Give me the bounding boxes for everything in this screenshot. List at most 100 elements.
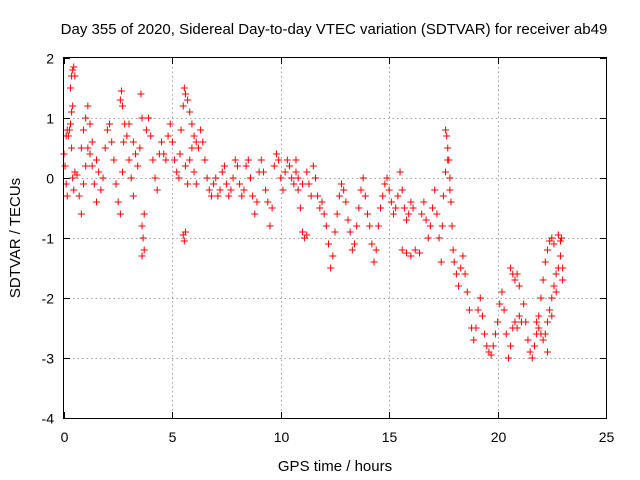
data-point: [75, 192, 83, 200]
data-point: [366, 222, 374, 230]
data-point: [227, 186, 235, 194]
data-point: [463, 288, 471, 296]
data-point: [192, 138, 200, 146]
data-point: [233, 162, 241, 170]
data-point: [149, 156, 157, 164]
data-point: [543, 318, 551, 326]
data-point: [283, 156, 291, 164]
data-point: [368, 240, 376, 248]
data-point: [407, 198, 415, 206]
data-point: [240, 186, 248, 194]
data-point: [392, 204, 400, 212]
data-point: [181, 228, 189, 236]
data-point: [530, 342, 538, 350]
data-point: [181, 90, 189, 98]
data-point: [140, 246, 148, 254]
data-point: [374, 222, 382, 230]
data-point: [203, 174, 211, 182]
data-point: [285, 162, 293, 170]
data-point: [70, 63, 78, 71]
data-point: [548, 234, 556, 242]
data-point: [69, 102, 77, 110]
x-tick-label: 15: [382, 429, 398, 445]
data-point: [429, 204, 437, 212]
data-point: [106, 120, 114, 128]
data-point: [140, 210, 148, 218]
data-point: [268, 204, 276, 212]
data-point: [119, 102, 127, 110]
data-point: [77, 210, 85, 218]
data-point: [324, 240, 332, 248]
data-point: [153, 186, 161, 194]
x-tick-label: 0: [61, 429, 69, 445]
data-point: [443, 132, 451, 140]
data-point: [147, 132, 155, 140]
data-point: [210, 180, 218, 188]
data-point: [515, 312, 523, 320]
data-point: [465, 306, 473, 314]
data-point: [93, 198, 101, 206]
data-point: [125, 156, 133, 164]
data-point: [145, 114, 153, 122]
data-point: [548, 294, 556, 302]
data-point: [558, 234, 566, 242]
data-point: [249, 192, 257, 200]
data-point: [351, 240, 359, 248]
data-point: [231, 156, 239, 164]
data-point: [298, 180, 306, 188]
data-point: [550, 282, 558, 290]
data-point: [238, 192, 246, 200]
data-point: [134, 162, 142, 170]
data-point: [180, 237, 188, 245]
data-point: [338, 180, 346, 188]
data-point: [246, 174, 254, 182]
data-point: [446, 174, 454, 182]
data-point: [329, 252, 337, 260]
data-point: [290, 180, 298, 188]
data-point: [442, 168, 450, 176]
data-point: [80, 126, 88, 134]
data-point: [212, 174, 220, 182]
data-point: [138, 222, 146, 230]
data-point: [398, 186, 406, 194]
data-point: [511, 276, 519, 284]
data-point: [307, 192, 315, 200]
data-point: [108, 138, 116, 146]
data-point: [416, 249, 424, 257]
data-point: [394, 192, 402, 200]
data-point: [223, 180, 231, 188]
data-point: [439, 192, 447, 200]
data-point: [158, 138, 166, 146]
data-point: [333, 210, 341, 218]
data-point: [275, 156, 283, 164]
data-point: [472, 324, 480, 332]
data-point: [498, 288, 506, 296]
data-point: [68, 144, 76, 152]
data-point: [180, 84, 188, 92]
data-point: [116, 210, 124, 218]
data-point: [138, 252, 146, 260]
data-point: [207, 192, 215, 200]
data-point: [173, 168, 181, 176]
data-point: [296, 204, 304, 212]
data-point: [63, 192, 71, 200]
data-point: [487, 351, 495, 359]
data-point: [186, 108, 194, 116]
data-point: [396, 168, 404, 176]
data-point: [103, 126, 111, 134]
data-point: [69, 174, 77, 182]
data-point: [559, 264, 567, 272]
data-point: [201, 156, 209, 164]
data-point: [129, 138, 137, 146]
data-point: [303, 168, 311, 176]
data-point: [80, 180, 88, 188]
data-point: [292, 168, 300, 176]
data-point: [197, 126, 205, 134]
data-point: [73, 171, 81, 179]
data-point: [292, 156, 300, 164]
data-point: [556, 237, 564, 245]
data-point: [139, 234, 147, 242]
data-point: [550, 240, 558, 248]
data-point: [502, 330, 510, 338]
data-point: [242, 162, 250, 170]
